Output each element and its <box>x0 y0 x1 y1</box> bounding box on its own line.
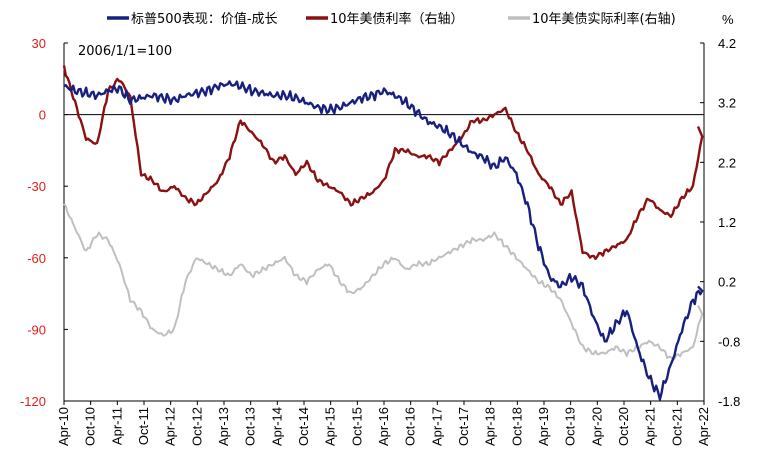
left-tick-label: -30 <box>27 179 46 194</box>
x-tick-label: Apr-22 <box>696 407 711 446</box>
left-tick-label: -60 <box>27 251 46 266</box>
x-tick-label: Apr-21 <box>643 407 658 446</box>
x-tick-label: Apr-16 <box>376 407 391 446</box>
x-tick-label: Apr-12 <box>163 407 178 446</box>
x-tick-label: Oct-13 <box>243 407 258 446</box>
x-tick-label: Oct-18 <box>509 407 524 446</box>
legend: 标普500表现：价值-成长 10年美债利率（右轴） 10年美债实际利率(右轴) <box>107 11 676 27</box>
x-tick-label: Apr-15 <box>323 407 338 446</box>
x-tick-label: Oct-20 <box>616 407 631 446</box>
x-tick-label: Apr-14 <box>269 407 284 446</box>
x-tick-label: Oct-16 <box>403 407 418 446</box>
axes: 30 0 -30 -60 -90 -120 4.2 3.2 2.2 1.2 0.2 -0.8 -1.8 A… <box>20 36 740 446</box>
series-line-1 <box>62 65 704 261</box>
series-line-2 <box>63 203 704 361</box>
right-tick-label: 2.2 <box>718 155 736 170</box>
right-tick-label: 3.2 <box>718 96 736 111</box>
x-tick-label: Oct-15 <box>349 407 364 446</box>
x-tick-label: Oct-10 <box>83 407 98 446</box>
series-line-0 <box>63 80 704 401</box>
left-tick-label: 0 <box>39 108 46 123</box>
right-tick-label: -0.8 <box>718 334 740 349</box>
x-tick-label: Oct-14 <box>296 407 311 446</box>
x-tick-label: Apr-20 <box>589 407 604 446</box>
x-tick-label: Oct-19 <box>563 407 578 446</box>
right-tick-label: 0.2 <box>718 275 736 290</box>
legend-label: 10年美债实际利率(右轴) <box>532 11 676 27</box>
x-tick-label: Apr-13 <box>216 407 231 446</box>
x-tick-label: Apr-17 <box>429 407 444 446</box>
base-annotation: 2006/1/1=100 <box>78 44 172 59</box>
right-tick-label: -1.8 <box>718 394 740 409</box>
x-tick-label: Oct-21 <box>669 407 684 446</box>
x-tick-label: Apr-11 <box>109 407 124 445</box>
legend-label: 10年美债利率（右轴） <box>330 11 464 27</box>
left-tick-label: -90 <box>27 322 46 337</box>
x-tick-label: Apr-19 <box>536 407 551 446</box>
left-tick-label: 30 <box>32 36 46 51</box>
x-tick-label: Apr-18 <box>483 407 498 446</box>
right-tick-label: 4.2 <box>718 36 736 51</box>
x-tick-label: Apr-10 <box>56 407 71 446</box>
x-tick-label: Oct-12 <box>189 407 204 446</box>
x-tick-label: Oct-17 <box>456 407 471 446</box>
series-group <box>62 65 704 401</box>
legend-label: 标普500表现：价值-成长 <box>131 11 278 27</box>
x-tick-label: Oct-11 <box>136 407 151 445</box>
right-tick-label: 1.2 <box>718 215 736 230</box>
left-tick-label: -120 <box>20 394 46 409</box>
right-axis-unit: % <box>722 12 734 27</box>
